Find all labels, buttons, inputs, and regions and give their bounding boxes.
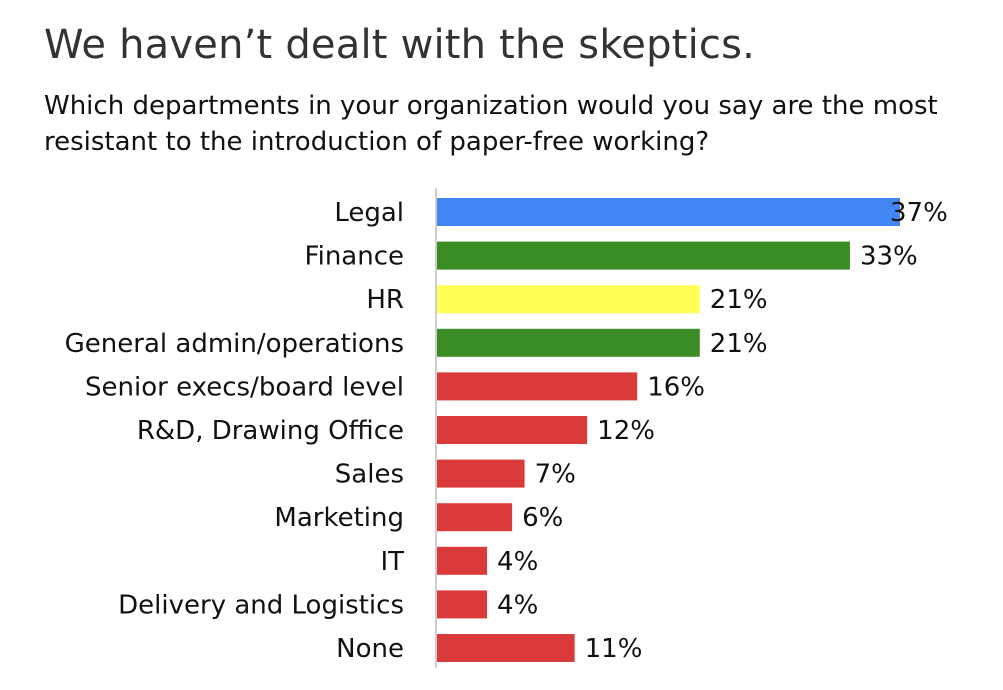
data-label: 16% xyxy=(647,372,705,402)
data-label: 4% xyxy=(497,590,538,620)
bar xyxy=(437,634,575,662)
data-label: 4% xyxy=(497,547,538,577)
data-label: 21% xyxy=(710,285,768,315)
data-label: 33% xyxy=(860,242,918,272)
category-label: Legal xyxy=(334,198,404,228)
category-label: None xyxy=(336,634,404,664)
data-label: 37% xyxy=(890,198,948,228)
bar xyxy=(437,503,513,532)
data-label: 11% xyxy=(585,634,643,664)
category-label: R&D, Drawing Office xyxy=(137,416,404,446)
data-label: 21% xyxy=(710,329,768,359)
category-label: Finance xyxy=(305,242,404,272)
bar xyxy=(437,590,488,619)
data-label: 6% xyxy=(522,503,563,533)
category-label: Sales xyxy=(335,460,404,490)
bar xyxy=(437,546,488,575)
data-label: 12% xyxy=(597,416,655,446)
bar xyxy=(437,198,900,226)
category-label: General admin/operations xyxy=(65,329,404,359)
page-title: We haven’t dealt with the skeptics. xyxy=(44,22,756,68)
category-label: Delivery and Logistics xyxy=(118,590,404,620)
bar xyxy=(437,416,588,444)
category-label: HR xyxy=(366,285,404,315)
category-label: Senior execs/board level xyxy=(85,372,404,402)
page-subtitle: Which departments in your organization w… xyxy=(44,91,938,157)
category-label: IT xyxy=(380,547,404,577)
bar xyxy=(437,372,638,401)
bar xyxy=(437,285,700,314)
category-label: Marketing xyxy=(274,503,404,533)
bar xyxy=(437,241,850,270)
bar xyxy=(437,459,525,488)
bar xyxy=(437,328,700,357)
data-label: 7% xyxy=(535,460,576,490)
